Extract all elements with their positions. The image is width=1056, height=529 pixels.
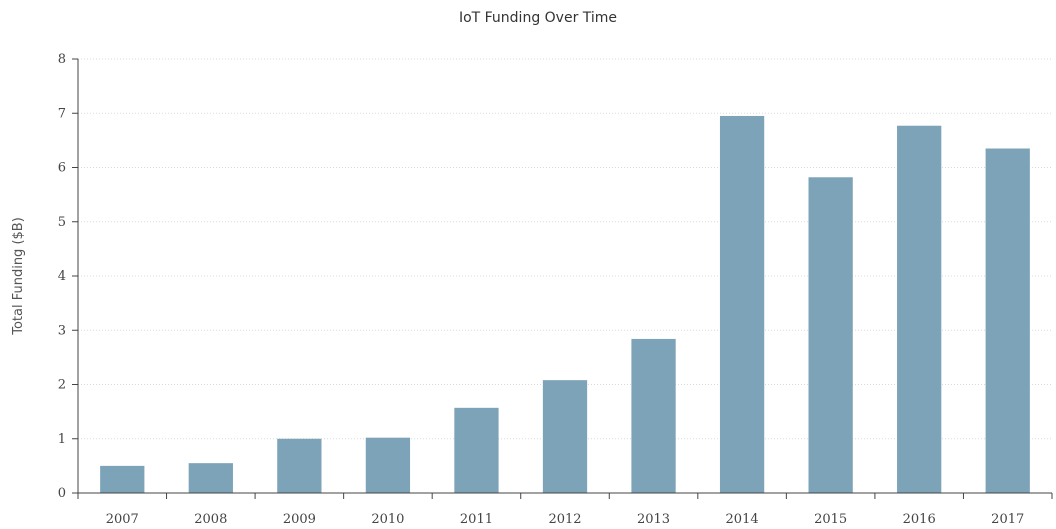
bar-2014 [719, 115, 765, 494]
bar-2013 [631, 338, 676, 493]
y-tick-label: 7 [58, 106, 66, 121]
bar-2015 [808, 177, 853, 493]
y-tick-label: 8 [58, 52, 66, 67]
x-tick-label: 2017 [991, 512, 1024, 527]
bar-2010 [365, 437, 411, 493]
chart-title: IoT Funding Over Time [459, 10, 617, 26]
y-tick-label: 6 [58, 161, 66, 176]
axes [72, 58, 1053, 499]
x-tick-label: 2013 [637, 512, 670, 527]
x-tick-label: 2016 [903, 512, 936, 527]
y-tick-label: 2 [58, 378, 66, 393]
x-tick-label: 2010 [371, 512, 404, 527]
x-tick-label: 2008 [194, 512, 227, 527]
x-tick-label: 2009 [283, 512, 316, 527]
y-tick-label: 5 [58, 215, 66, 230]
y-tick-label: 3 [58, 323, 66, 338]
y-axis-label: Total Funding ($B) [11, 217, 26, 336]
bar-2017 [985, 148, 1030, 493]
bar-2007 [100, 465, 145, 493]
x-tick-labels: 2007 2008 2009 2010 2011 2012 2013 2014 2015 2016… [106, 512, 1025, 527]
bar-2009 [277, 438, 322, 493]
bar-2016 [897, 125, 942, 493]
x-tick-label: 2014 [726, 512, 759, 527]
bar-2012 [542, 380, 588, 493]
bars [100, 115, 1030, 494]
x-tick-label: 2012 [548, 512, 581, 527]
x-tick-label: 2015 [814, 512, 847, 527]
x-tick-label: 2011 [460, 512, 493, 527]
bar-2008 [188, 463, 233, 493]
y-tick-label: 0 [58, 486, 66, 501]
y-tick-label: 1 [58, 432, 66, 447]
bar-2011 [454, 407, 499, 493]
y-tick-label: 4 [58, 269, 66, 284]
x-tick-label: 2007 [106, 512, 139, 527]
y-tick-labels: 0 1 2 3 4 5 6 7 8 [58, 52, 66, 501]
